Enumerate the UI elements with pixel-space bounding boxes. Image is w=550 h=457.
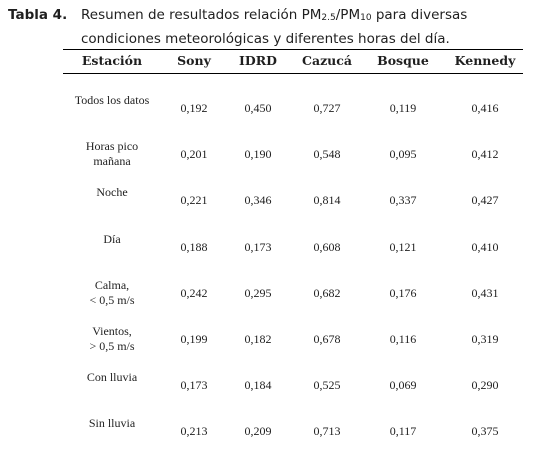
header-sony: Sony <box>177 53 211 68</box>
caption-subscript-pm25: 2.5 <box>321 13 336 23</box>
row-label: Noche <box>64 185 160 200</box>
cell-idrd: 0,295 <box>244 285 272 300</box>
cell-idrd: 0,184 <box>244 378 272 393</box>
row-label: Calma, < 0,5 m/s <box>64 278 160 308</box>
cell-bosque: 0,121 <box>389 239 417 254</box>
header-kennedy: Kennedy <box>454 53 516 68</box>
cell-cazuca: 0,727 <box>313 101 341 115</box>
row-label-line: Sin lluvia <box>88 416 136 431</box>
row-label: Vientos, > 0,5 m/s <box>64 324 160 354</box>
table-top-rule <box>63 49 523 50</box>
cell-sony: 0,173 <box>180 378 208 393</box>
cell-sony: 0,213 <box>180 424 208 439</box>
cell-bosque: 0,117 <box>389 424 417 439</box>
row-label: Todos los datos <box>64 93 160 108</box>
caption-label: Tabla 4. <box>8 7 68 23</box>
header-cazuca: Cazucá <box>302 53 352 68</box>
caption-text-start: Resumen de resultados relación PM <box>81 7 322 23</box>
cell-bosque: 0,176 <box>389 285 417 300</box>
cell-bosque: 0,069 <box>389 378 417 393</box>
cell-cazuca: 0,713 <box>313 424 341 439</box>
cell-cazuca: 0,548 <box>313 147 341 162</box>
caption-slash: /PM <box>335 7 361 23</box>
caption-text: Resumen de resultados relación PM2.5/PM1… <box>81 4 546 50</box>
cell-kennedy: 0,319 <box>471 332 499 346</box>
cell-sony: 0,192 <box>180 101 208 115</box>
cell-idrd: 0,450 <box>244 101 272 115</box>
row-label-line: Vientos, <box>92 324 132 338</box>
cell-kennedy: 0,410 <box>471 239 499 254</box>
row-label-line: mañana <box>93 154 131 169</box>
cell-cazuca: 0,608 <box>313 239 341 254</box>
cell-kennedy: 0,375 <box>471 424 499 439</box>
cell-kennedy: 0,416 <box>471 101 499 115</box>
row-label-line: Todos los datos <box>74 93 150 107</box>
cell-sony: 0,242 <box>180 285 208 300</box>
cell-bosque: 0,116 <box>389 332 417 346</box>
row-label-line: Noche <box>96 185 128 200</box>
cell-idrd: 0,182 <box>244 332 272 346</box>
cell-idrd: 0,173 <box>244 239 272 254</box>
cell-sony: 0,188 <box>180 239 208 254</box>
cell-bosque: 0,119 <box>389 101 417 115</box>
cell-kennedy: 0,427 <box>471 193 499 208</box>
cell-cazuca: 0,682 <box>313 285 341 300</box>
cell-bosque: 0,337 <box>389 193 417 208</box>
row-label-line: > 0,5 m/s <box>89 339 135 353</box>
cell-idrd: 0,346 <box>244 193 272 208</box>
cell-cazuca: 0,678 <box>313 332 341 346</box>
cell-kennedy: 0,412 <box>471 147 499 162</box>
caption-text-end: para diversas condiciones meteorológicas… <box>81 7 468 47</box>
row-label: Horas pico mañana <box>64 139 160 169</box>
table-header-rule <box>63 73 523 74</box>
cell-sony: 0,201 <box>180 147 208 162</box>
row-label: Día <box>64 232 160 247</box>
row-label-line: Con lluvia <box>86 370 138 385</box>
cell-idrd: 0,209 <box>244 424 272 439</box>
header-estacion: Estación <box>81 53 143 68</box>
cell-bosque: 0,095 <box>389 147 417 162</box>
caption-subscript-pm10: 10 <box>360 13 372 23</box>
cell-cazuca: 0,525 <box>313 378 341 393</box>
cell-idrd: 0,190 <box>244 147 272 162</box>
row-label-line: Calma, <box>94 277 130 292</box>
cell-cazuca: 0,814 <box>313 193 341 208</box>
row-label-line: < 0,5 m/s <box>89 292 135 307</box>
row-label: Sin lluvia <box>64 416 160 431</box>
header-bosque: Bosque <box>377 53 429 68</box>
row-label: Con lluvia <box>64 370 160 385</box>
cell-kennedy: 0,431 <box>471 285 499 300</box>
row-label-line: Horas pico <box>85 139 139 154</box>
header-idrd: IDRD <box>239 53 277 68</box>
row-label-line: Día <box>103 231 121 246</box>
cell-kennedy: 0,290 <box>471 378 499 393</box>
cell-sony: 0,221 <box>180 193 208 208</box>
cell-sony: 0,199 <box>180 332 208 346</box>
